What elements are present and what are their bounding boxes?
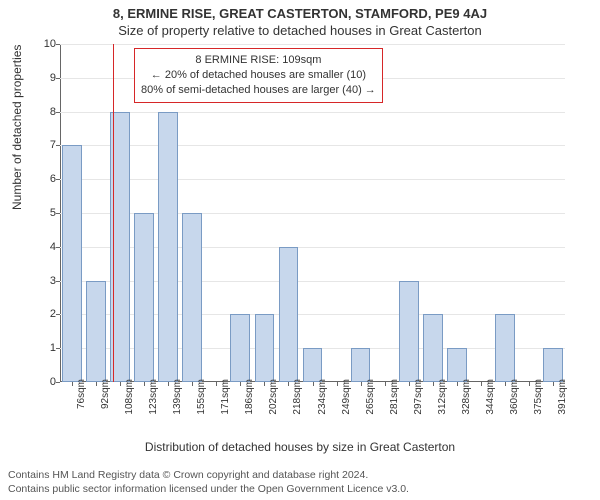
x-tick-mark [409, 382, 410, 386]
gridline [60, 179, 565, 180]
x-tick-mark [313, 382, 314, 386]
x-tick-mark [264, 382, 265, 386]
x-tick-label: 218sqm [292, 379, 303, 415]
gridline [60, 145, 565, 146]
y-tick-mark [56, 44, 60, 45]
y-tick-mark [56, 78, 60, 79]
x-tick-mark [72, 382, 73, 386]
y-tick-mark [56, 213, 60, 214]
bar [62, 145, 82, 382]
y-tick-mark [56, 247, 60, 248]
x-tick-mark [481, 382, 482, 386]
x-tick-label: 202sqm [268, 379, 279, 415]
y-tick-label: 10 [32, 38, 56, 50]
bar [86, 281, 106, 382]
x-tick-label: 312sqm [437, 379, 448, 415]
x-tick-mark [216, 382, 217, 386]
x-tick-label: 123sqm [148, 379, 159, 415]
x-tick-mark [553, 382, 554, 386]
x-tick-label: 249sqm [341, 379, 352, 415]
y-tick-label: 8 [32, 106, 56, 118]
x-tick-label: 234sqm [317, 379, 328, 415]
x-tick-label: 328sqm [461, 379, 472, 415]
y-tick-mark [56, 314, 60, 315]
bar [255, 314, 275, 382]
property-marker-line [113, 44, 114, 382]
footer-line-2: Contains public sector information licen… [8, 482, 409, 496]
bar [351, 348, 371, 382]
bar [230, 314, 250, 382]
y-tick-label: 0 [32, 376, 56, 388]
y-tick-label: 5 [32, 207, 56, 219]
y-tick-mark [56, 112, 60, 113]
x-tick-label: 92sqm [100, 379, 111, 409]
chart-area: 01234567891076sqm92sqm108sqm123sqm139sqm… [60, 44, 565, 382]
bar [182, 213, 202, 382]
footer-line-1: Contains HM Land Registry data © Crown c… [8, 468, 409, 482]
x-tick-mark [529, 382, 530, 386]
x-axis-label: Distribution of detached houses by size … [0, 440, 600, 454]
bar [399, 281, 419, 382]
y-tick-label: 2 [32, 308, 56, 320]
bar [543, 348, 563, 382]
x-tick-label: 76sqm [76, 379, 87, 409]
footer-attribution: Contains HM Land Registry data © Crown c… [8, 468, 409, 496]
x-tick-label: 155sqm [196, 379, 207, 415]
bar [447, 348, 467, 382]
x-tick-label: 139sqm [172, 379, 183, 415]
bar [134, 213, 154, 382]
x-tick-mark [433, 382, 434, 386]
y-tick-mark [56, 382, 60, 383]
x-tick-mark [385, 382, 386, 386]
x-tick-label: 171sqm [220, 379, 231, 415]
x-tick-mark [96, 382, 97, 386]
y-tick-label: 9 [32, 72, 56, 84]
x-tick-mark [288, 382, 289, 386]
x-tick-label: 108sqm [124, 379, 135, 415]
annotation-box: 8 ERMINE RISE: 109sqm← 20% of detached h… [134, 48, 383, 103]
y-tick-mark [56, 145, 60, 146]
y-tick-label: 4 [32, 241, 56, 253]
x-tick-mark [168, 382, 169, 386]
x-tick-label: 186sqm [244, 379, 255, 415]
x-tick-label: 375sqm [533, 379, 544, 415]
y-tick-label: 6 [32, 173, 56, 185]
x-tick-label: 391sqm [557, 379, 568, 415]
x-tick-mark [361, 382, 362, 386]
page-subtitle: Size of property relative to detached ho… [0, 21, 600, 38]
y-tick-label: 7 [32, 139, 56, 151]
x-tick-label: 344sqm [485, 379, 496, 415]
x-tick-mark [192, 382, 193, 386]
chart-container: 8, ERMINE RISE, GREAT CASTERTON, STAMFOR… [0, 0, 600, 500]
y-tick-label: 3 [32, 275, 56, 287]
annotation-line-3: 80% of semi-detached houses are larger (… [141, 83, 376, 98]
gridline [60, 44, 565, 45]
y-tick-mark [56, 281, 60, 282]
bar [279, 247, 299, 382]
y-axis-label: Number of detached properties [10, 45, 24, 210]
y-tick-mark [56, 348, 60, 349]
x-tick-mark [505, 382, 506, 386]
bar [158, 112, 178, 382]
bar [495, 314, 515, 382]
x-tick-label: 265sqm [365, 379, 376, 415]
gridline [60, 112, 565, 113]
bar [423, 314, 443, 382]
y-tick-label: 1 [32, 342, 56, 354]
page-title: 8, ERMINE RISE, GREAT CASTERTON, STAMFOR… [0, 0, 600, 21]
x-tick-label: 360sqm [509, 379, 520, 415]
plot-area: 01234567891076sqm92sqm108sqm123sqm139sqm… [60, 44, 565, 382]
x-tick-label: 281sqm [389, 379, 400, 415]
x-tick-mark [240, 382, 241, 386]
x-tick-mark [457, 382, 458, 386]
y-tick-mark [56, 179, 60, 180]
x-tick-label: 297sqm [413, 379, 424, 415]
x-tick-mark [120, 382, 121, 386]
annotation-line-1: 8 ERMINE RISE: 109sqm [141, 53, 376, 68]
x-tick-mark [337, 382, 338, 386]
bar [303, 348, 323, 382]
x-tick-mark [144, 382, 145, 386]
annotation-line-2: ← 20% of detached houses are smaller (10… [141, 68, 376, 83]
